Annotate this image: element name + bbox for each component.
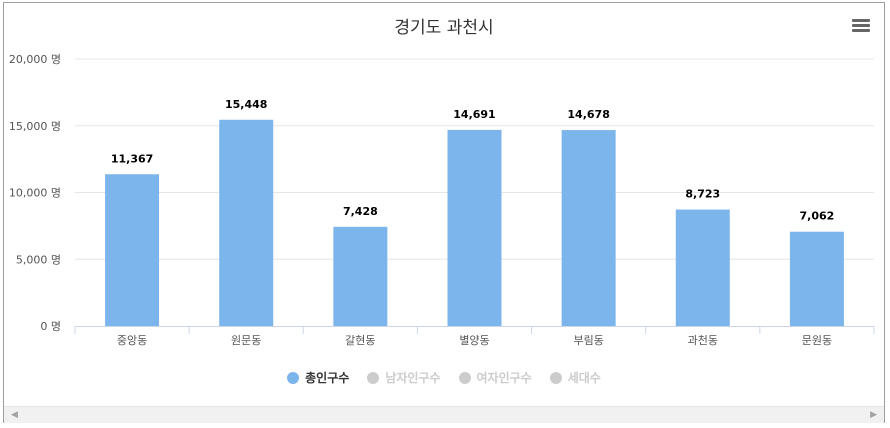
y-tick-label: 15,000 명 — [9, 120, 61, 133]
x-tick-label: 문원동 — [802, 334, 832, 347]
scroll-right-icon[interactable]: ▶ — [870, 410, 877, 420]
y-tick-label: 10,000 명 — [9, 187, 61, 200]
x-tick-label: 별양동 — [459, 334, 489, 347]
legend-swatch — [458, 371, 471, 384]
data-label: 11,367 — [111, 152, 153, 165]
bar-1[interactable] — [105, 174, 160, 326]
plot-area: 0 명 5,000 명 10,000 명 15,000 명 20,000 명 11,367… — [9, 53, 875, 347]
data-label: 7,062 — [800, 210, 835, 223]
legend-label: 총인구수 — [305, 371, 350, 385]
x-tick-label: 갈현동 — [345, 333, 375, 347]
x-tick-label: 부림동 — [573, 334, 603, 347]
hamburger-menu-icon[interactable] — [852, 19, 870, 33]
horizontal-scrollbar[interactable]: ◀ ▶ — [4, 406, 884, 423]
data-label: 8,723 — [685, 188, 720, 201]
bar-4[interactable] — [447, 129, 502, 326]
x-tick-label: 중앙동 — [117, 334, 147, 347]
legend: 총인구수 남자인구수 여자인구수 세대수 — [4, 369, 884, 387]
data-label: 15,448 — [225, 98, 267, 111]
bar-5[interactable] — [561, 130, 616, 326]
y-tick-label: 20,000 명 — [9, 53, 61, 66]
bar-7[interactable] — [789, 231, 844, 326]
legend-item[interactable]: 세대수 — [549, 369, 601, 386]
bar-6[interactable] — [675, 209, 730, 326]
legend-item[interactable]: 남자인구수 — [367, 369, 441, 386]
legend-label: 세대수 — [567, 371, 601, 385]
y-tick-label: 5,000 명 — [16, 253, 61, 266]
legend-item[interactable]: 여자인구수 — [458, 369, 532, 386]
legend-item[interactable]: 총인구수 — [287, 369, 349, 386]
scroll-left-icon[interactable]: ◀ — [11, 410, 18, 420]
bar-2[interactable] — [219, 119, 274, 327]
chart-container: 경기도 과천시 0 명 5,000 명 10,000 명 15,000 명 20,000… — [3, 2, 885, 423]
legend-label: 남자인구수 — [385, 371, 441, 385]
bar-3[interactable] — [333, 226, 388, 326]
legend-label: 여자인구수 — [476, 371, 532, 385]
data-label: 14,691 — [453, 108, 495, 121]
x-tick-label: 원문동 — [231, 334, 261, 347]
legend-swatch — [549, 371, 562, 384]
legend-swatch — [287, 371, 300, 384]
data-label: 14,678 — [567, 108, 609, 121]
chart-title: 경기도 과천시 — [394, 18, 494, 38]
x-tick-label: 과천동 — [688, 333, 718, 347]
legend-swatch — [367, 371, 380, 384]
y-tick-label: 0 명 — [40, 320, 61, 333]
data-label: 7,428 — [343, 205, 378, 218]
